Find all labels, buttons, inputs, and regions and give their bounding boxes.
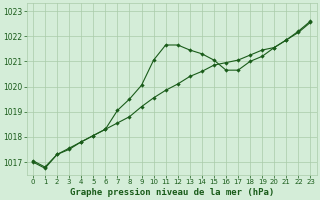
X-axis label: Graphe pression niveau de la mer (hPa): Graphe pression niveau de la mer (hPa) xyxy=(69,188,274,197)
